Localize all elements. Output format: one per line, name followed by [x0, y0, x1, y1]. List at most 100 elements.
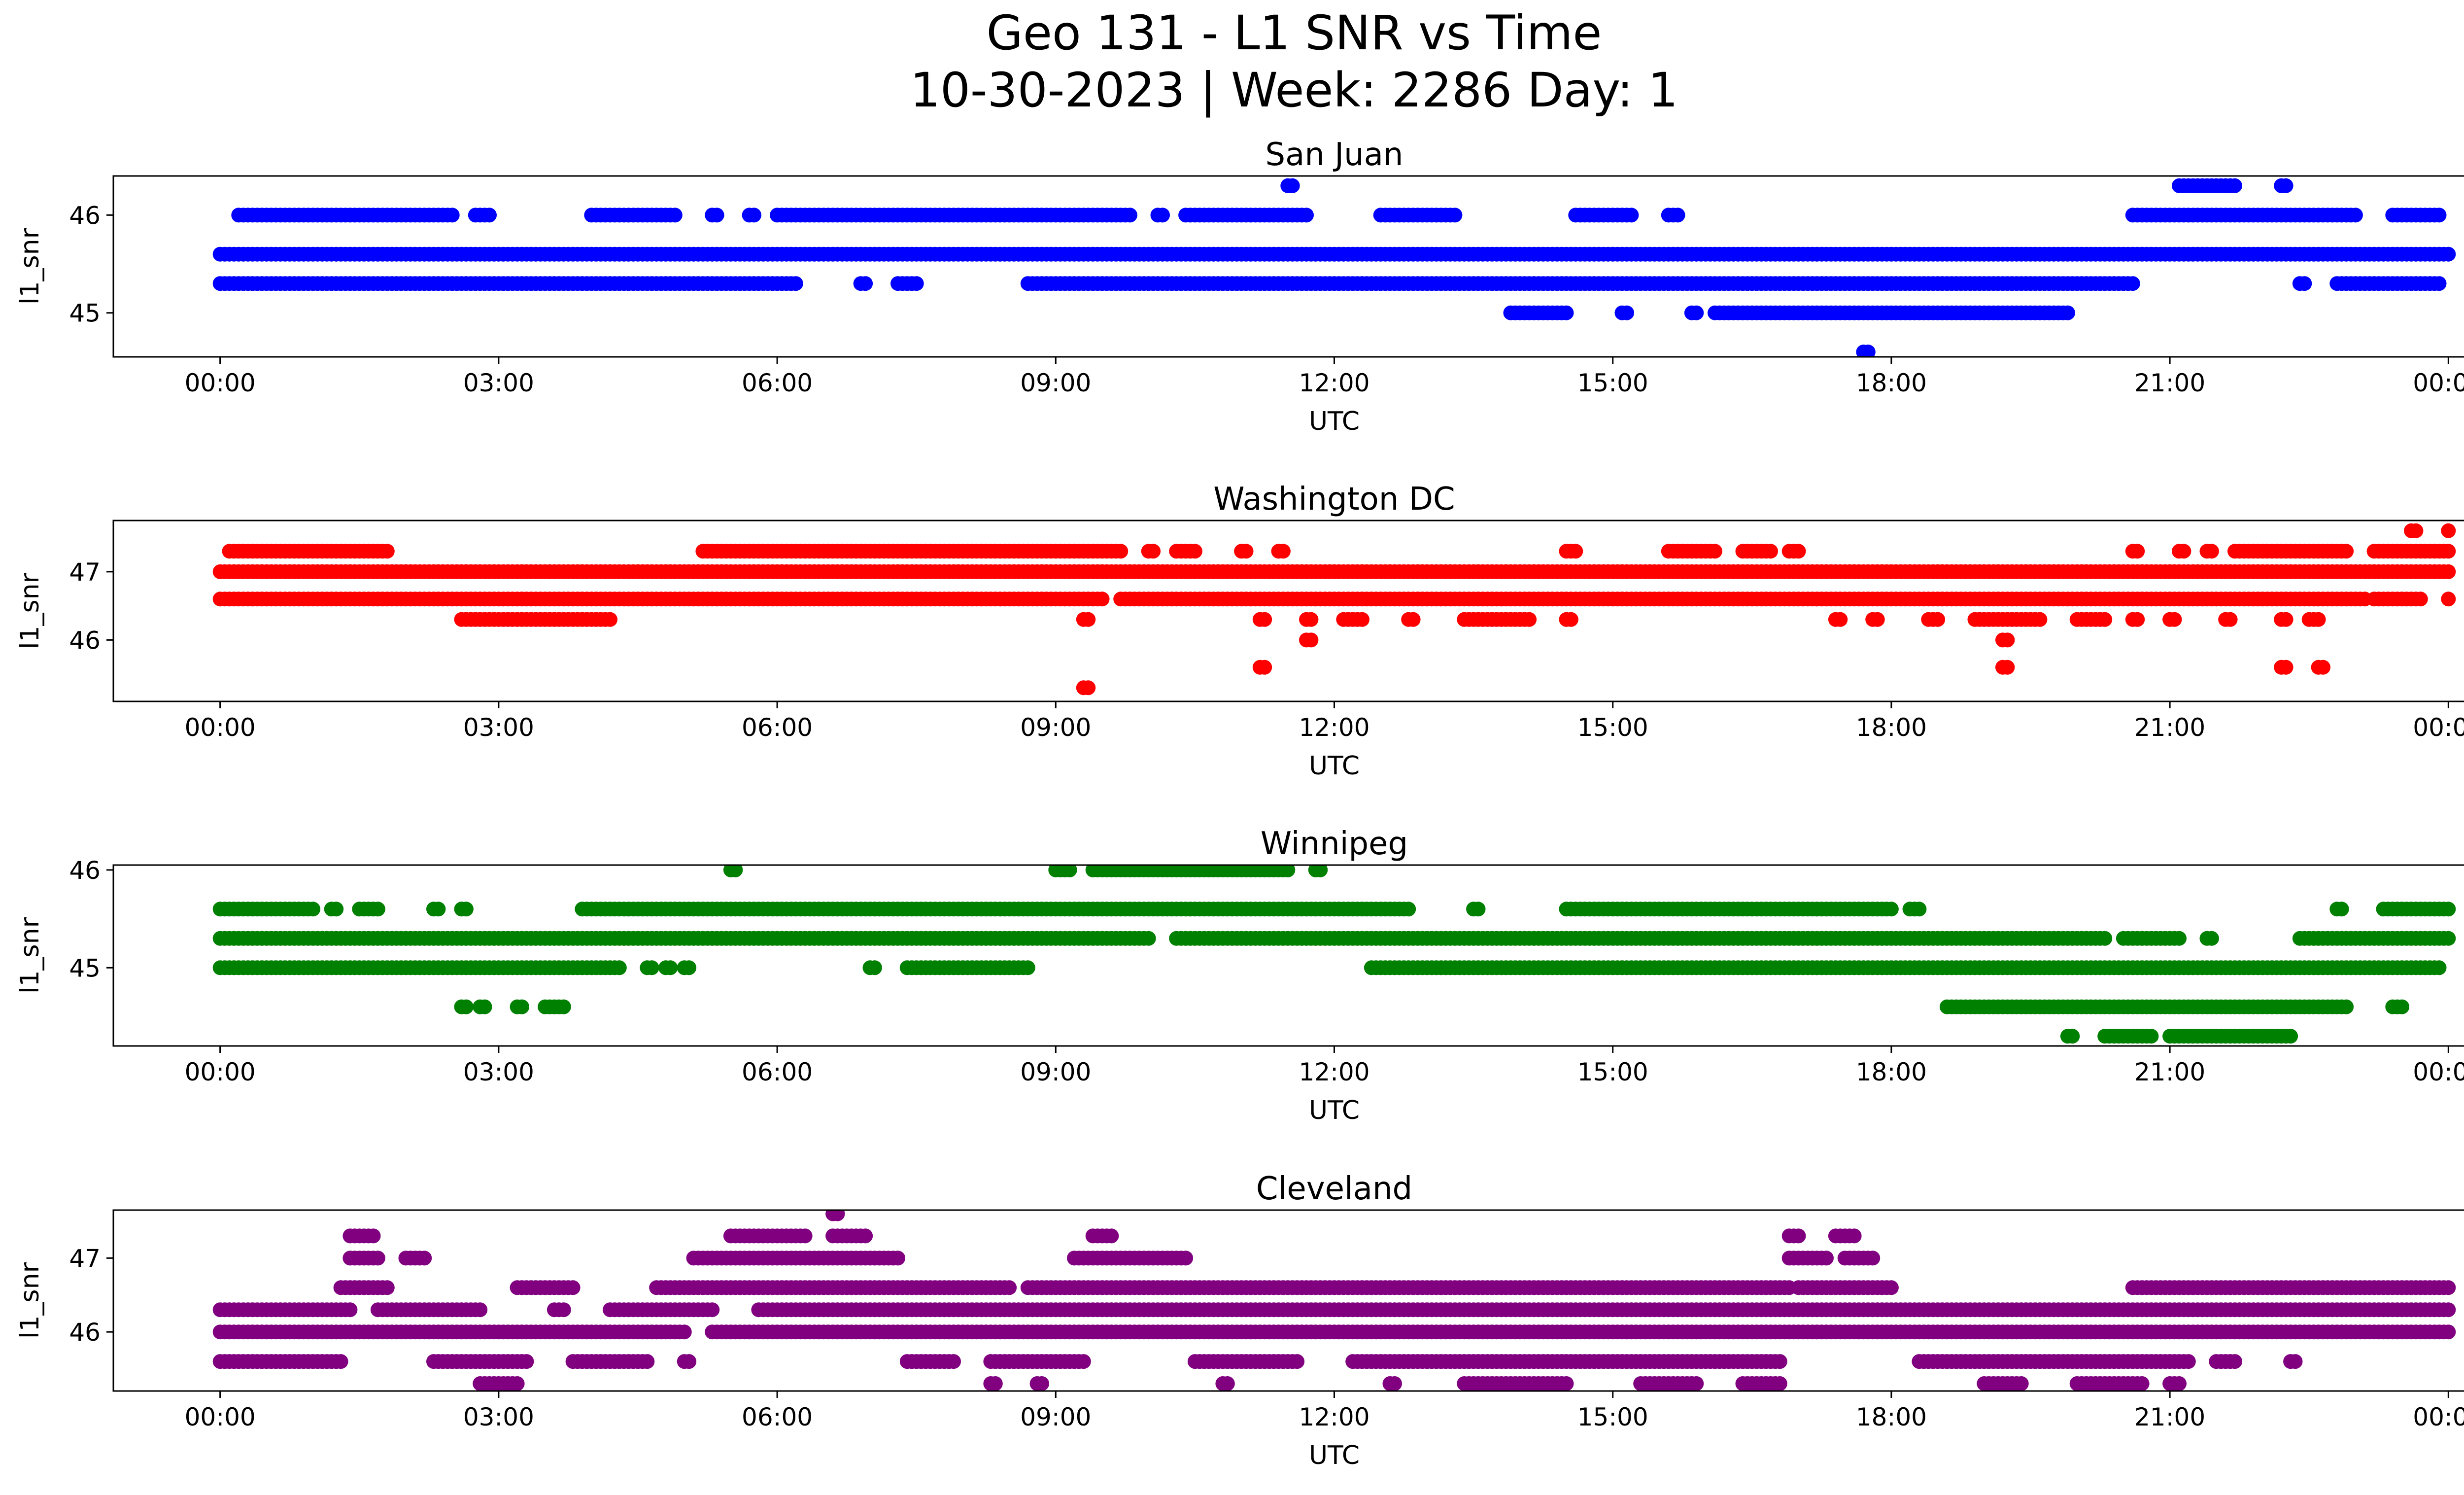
data-point [1930, 612, 1946, 627]
x-tick-label: 12:00 [1299, 713, 1369, 742]
data-point [909, 276, 924, 291]
data-point [1355, 612, 1369, 627]
data-point [342, 1302, 358, 1318]
data-point [867, 960, 882, 975]
data-point [1081, 680, 1096, 695]
figure-title-line1: Geo 131 - L1 SNR vs Time [987, 5, 1602, 61]
data-point [2413, 591, 2428, 607]
data-point [2339, 544, 2354, 559]
subplot-title: San Juan [1266, 137, 1403, 173]
data-point [2278, 660, 2293, 675]
data-point [612, 960, 627, 975]
data-point [705, 1302, 720, 1318]
x-tick-label: 18:00 [1856, 713, 1927, 742]
data-point [1447, 208, 1463, 223]
y-tick-label: 46 [69, 626, 101, 655]
x-tick-label: 06:00 [742, 369, 813, 397]
data-point [2000, 632, 2015, 648]
data-point [2441, 902, 2456, 917]
data-point [2311, 612, 2326, 627]
data-point [2172, 931, 2187, 946]
x-tick-label: 09:00 [1020, 713, 1091, 742]
y-axis-label: l1_snr [15, 917, 45, 994]
data-point [2130, 544, 2145, 559]
data-point [2348, 208, 2363, 223]
data-point [565, 1280, 581, 1295]
data-point [1285, 178, 1300, 193]
data-point [2176, 544, 2191, 559]
data-point [1257, 660, 1272, 675]
data-point [445, 208, 460, 223]
data-point [1002, 1280, 1017, 1295]
data-point [1401, 902, 1416, 917]
data-point [1522, 612, 1537, 627]
series-points [212, 523, 2456, 695]
data-point [1062, 865, 1077, 877]
series-points [212, 865, 2456, 1044]
x-tick-label: 00:00 [2413, 1058, 2464, 1086]
data-point [2441, 931, 2456, 946]
data-point [788, 276, 803, 291]
data-point [1155, 208, 1170, 223]
x-tick-label: 18:00 [1856, 1058, 1927, 1086]
data-point [1624, 208, 1639, 223]
data-point [329, 902, 344, 917]
y-tick-label: 45 [69, 299, 101, 328]
x-tick-label: 12:00 [1299, 1058, 1369, 1086]
data-point [1559, 305, 1574, 320]
data-point [370, 902, 385, 917]
data-point [1275, 544, 1291, 559]
data-point [1912, 902, 1927, 917]
x-tick-label: 12:00 [1299, 369, 1369, 397]
data-point [2065, 1029, 2080, 1044]
x-tick-label: 00:00 [2413, 713, 2464, 742]
subplots: San Juan 00:00 03:00 06:00 09:00 12:00 15:00 18… [15, 137, 2464, 1470]
data-point [2441, 564, 2456, 579]
x-axis-label: UTC [1309, 1096, 1360, 1125]
data-point [1303, 632, 1319, 648]
data-point [2283, 1029, 2298, 1044]
data-point [1870, 612, 1885, 627]
data-point [2441, 544, 2456, 559]
x-tick-label: 15:00 [1577, 1058, 1648, 1086]
data-point [1238, 544, 1254, 559]
data-point [682, 960, 697, 975]
data-point [2223, 612, 2238, 627]
x-tick-label: 15:00 [1577, 713, 1648, 742]
data-point [477, 999, 492, 1014]
x-tick-label: 03:00 [463, 1058, 534, 1086]
x-tick-label: 09:00 [1020, 1058, 1091, 1086]
x-tick-label: 03:00 [463, 713, 534, 742]
x-tick-label: 06:00 [742, 713, 813, 742]
data-point [2125, 276, 2140, 291]
x-tick-label: 00:00 [185, 713, 256, 742]
data-point [458, 902, 474, 917]
data-point [2130, 612, 2145, 627]
data-point [2204, 931, 2219, 946]
x-axis-label: UTC [1309, 751, 1360, 781]
data-point [1689, 305, 1704, 320]
data-point [2316, 660, 2330, 675]
data-point [1708, 544, 1722, 559]
data-point [1763, 544, 1778, 559]
data-point [2408, 523, 2424, 538]
data-point [728, 865, 743, 877]
x-tick-label: 18:00 [1856, 369, 1927, 397]
figure-title-line2: 10-30-2023 | Week: 2286 Day: 1 [910, 63, 1678, 118]
data-point [2097, 612, 2113, 627]
data-point [1860, 345, 1876, 357]
y-tick-label: 46 [69, 201, 101, 230]
data-point [858, 276, 873, 291]
series-points [212, 1210, 2456, 1391]
subplot-title: Cleveland [1256, 1171, 1412, 1207]
data-point [709, 208, 724, 223]
y-tick-label: 45 [69, 954, 101, 982]
data-point [1257, 612, 1272, 627]
x-tick-label: 00:00 [185, 1058, 256, 1086]
data-point [1563, 612, 1578, 627]
data-point [482, 208, 497, 223]
data-point [2097, 931, 2113, 946]
data-point [1095, 591, 1110, 607]
y-tick-label: 46 [69, 856, 101, 885]
